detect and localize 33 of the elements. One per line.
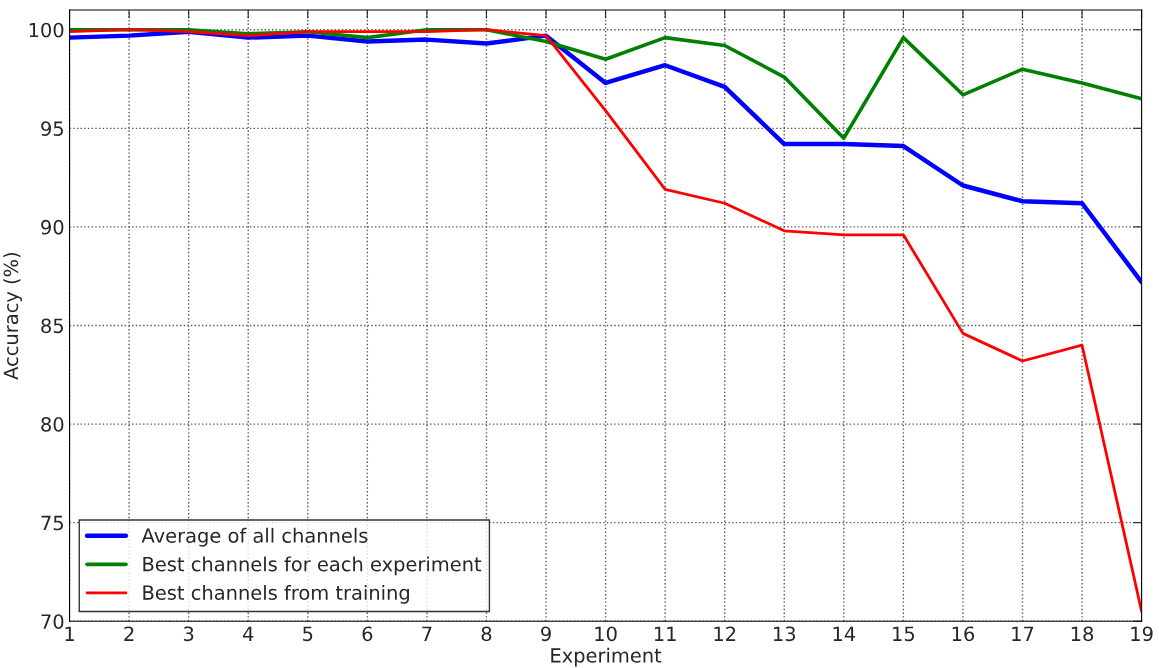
- legend-label: Best channels from training: [143, 584, 409, 604]
- legend-label: Average of all channels: [141, 527, 368, 547]
- x-tick-label: 4: [242, 626, 254, 641]
- line-series: [69, 28, 1142, 613]
- x-tick-label: 5: [303, 626, 313, 642]
- y-tick-label: 70: [41, 614, 64, 629]
- x-tick-label: 16: [952, 626, 975, 642]
- x-tick-label: 10: [595, 626, 617, 642]
- x-tick-label: 13: [774, 626, 796, 642]
- x-tick-label: 7: [422, 626, 432, 641]
- y-tick-label: 95: [41, 121, 63, 136]
- x-tick-label: 18: [1071, 626, 1094, 642]
- x-tick-label: 12: [714, 626, 736, 641]
- x-tick-label: 2: [124, 626, 134, 641]
- y-tick-label: 90: [41, 219, 64, 235]
- x-tick-label: 1: [65, 626, 74, 641]
- y-tick-label: 80: [41, 417, 64, 432]
- y-tick-label: 85: [41, 318, 63, 334]
- x-tick-label: 11: [654, 626, 676, 641]
- x-tick-label: 8: [481, 626, 492, 642]
- x-tick-label: 19: [1131, 626, 1153, 642]
- x-tick-label: 9: [541, 626, 551, 642]
- legend-label: Best channels for each experiment: [143, 556, 482, 576]
- x-tick-label: 3: [183, 626, 194, 642]
- y-tick-label: 100: [29, 22, 64, 38]
- x-axis-title: Experiment: [551, 647, 662, 667]
- x-tick-label: 6: [362, 626, 373, 642]
- x-tick-label: 17: [1012, 626, 1034, 641]
- x-tick-label: 15: [893, 626, 915, 642]
- line-series: [69, 29, 1142, 285]
- y-axis-title: Accuracy (%): [3, 253, 23, 380]
- y-tick-label: 75: [41, 515, 63, 531]
- x-tick-label: 14: [833, 626, 856, 641]
